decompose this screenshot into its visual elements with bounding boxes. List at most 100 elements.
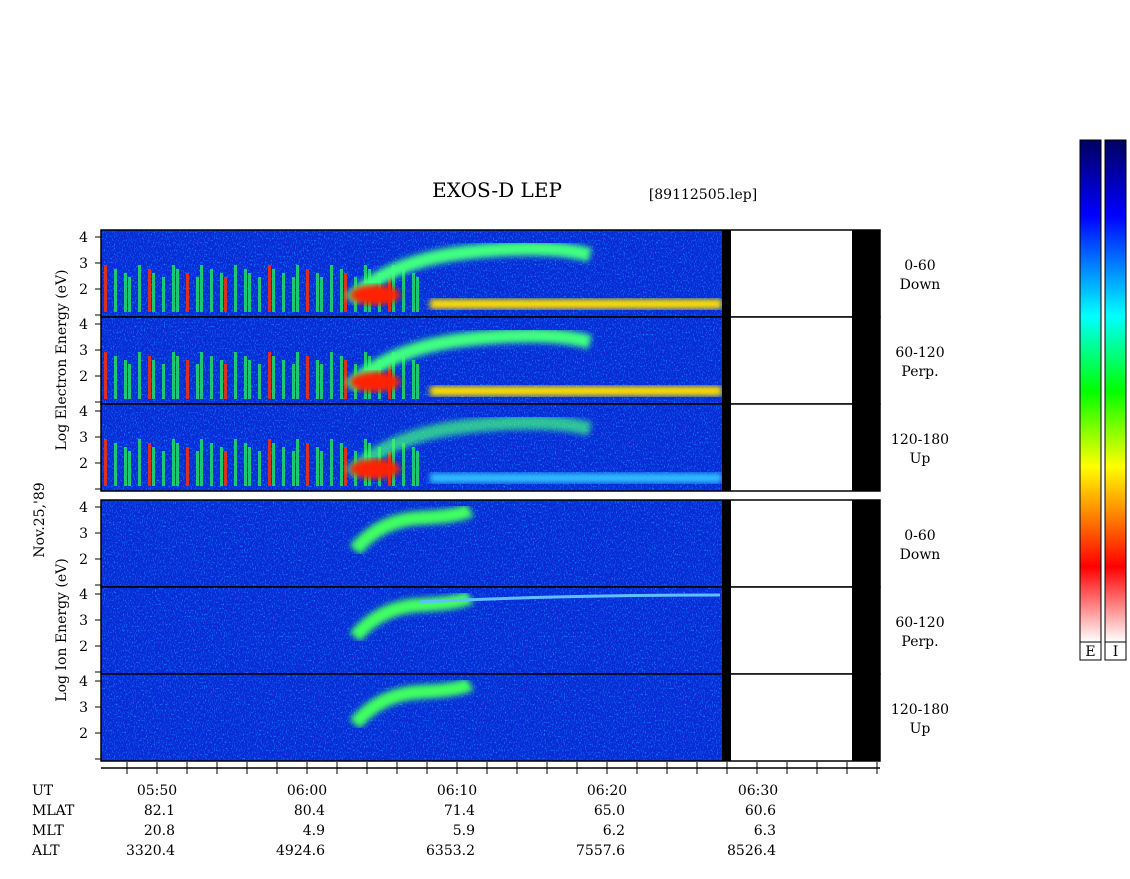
hot-spot (350, 285, 400, 305)
panel: 4 3 2 60-120 Perp. (79, 316, 945, 405)
y-tick-label: 3 (79, 343, 88, 359)
burst (234, 439, 237, 486)
ephemeris-value: 6.2 (603, 823, 625, 839)
burst (186, 360, 189, 399)
pitch-angle: 120-180 (891, 702, 949, 718)
burst (104, 352, 107, 399)
direction: Up (910, 451, 931, 467)
ephemeris-value: 3320.4 (126, 843, 175, 859)
ion-trail (419, 593, 721, 604)
burst (148, 269, 151, 312)
burst (248, 273, 251, 312)
burst (138, 439, 141, 486)
burst (320, 277, 323, 312)
burst (306, 356, 309, 399)
title: EXOS-D LEP (432, 178, 562, 202)
y-tick-label: 4 (79, 230, 88, 246)
time-label: 06:30 (738, 783, 778, 799)
burst (296, 352, 299, 399)
burst (282, 273, 285, 312)
low-band (430, 386, 722, 396)
burst (306, 269, 309, 312)
burst (244, 443, 247, 486)
burst (104, 439, 107, 486)
burst (296, 265, 299, 312)
time-label: 06:20 (587, 783, 627, 799)
ephemeris-value: 4924.6 (276, 843, 325, 859)
burst (416, 277, 419, 312)
row-label: MLT (32, 823, 64, 839)
burst (412, 447, 415, 486)
burst (124, 447, 127, 486)
burst (176, 269, 179, 312)
time-label: 05:50 (137, 783, 177, 799)
burst (340, 443, 343, 486)
burst (340, 356, 343, 399)
y-tick-label: 3 (79, 430, 88, 446)
y-tick-label: 4 (79, 500, 88, 516)
burst (402, 443, 405, 486)
burst (210, 269, 213, 312)
burst (234, 265, 237, 312)
data-gap (722, 500, 731, 587)
y-tick-label: 3 (79, 526, 88, 542)
burst (210, 443, 213, 486)
burst (272, 269, 275, 312)
low-band (430, 299, 722, 309)
low-band (430, 473, 722, 483)
data-gap (852, 500, 880, 587)
no-data (731, 317, 852, 404)
burst (282, 360, 285, 399)
pitch-angle: 0-60 (904, 528, 935, 544)
burst (330, 265, 333, 312)
hot-spot (350, 459, 400, 479)
data-gap (852, 404, 880, 491)
pitch-angle: 60-120 (895, 345, 944, 361)
burst (344, 447, 347, 486)
burst (162, 451, 165, 486)
burst (416, 451, 419, 486)
burst (196, 277, 199, 312)
burst (344, 273, 347, 312)
direction: Down (900, 547, 941, 563)
burst (272, 356, 275, 399)
colorbar-label-box (1104, 641, 1127, 661)
burst (412, 360, 415, 399)
colorbar (1079, 139, 1102, 643)
burst (268, 352, 271, 399)
panel: 4 3 2 0-60 Down (79, 229, 940, 318)
y-tick-label: 3 (79, 700, 88, 716)
ion-band (349, 503, 474, 555)
energy-band (345, 241, 592, 306)
colorbar-label: E (1085, 644, 1095, 660)
burst (172, 265, 175, 312)
burst (162, 364, 165, 399)
ephemeris-value: 5.9 (453, 823, 475, 839)
y-tick-label: 2 (79, 282, 88, 298)
burst (200, 265, 203, 312)
burst (244, 356, 247, 399)
ephemeris-value: 6353.2 (426, 843, 475, 859)
time-axis: UT 05:50 06:00 06:10 06:20 06:30 MLAT 82.1 80.4 7… (31, 762, 880, 859)
burst (416, 364, 419, 399)
burst (234, 352, 237, 399)
burst (152, 447, 155, 486)
panel: 4 3 2 60-120 Perp. (79, 586, 945, 675)
burst (152, 360, 155, 399)
ephemeris-value: 80.4 (294, 803, 325, 819)
burst (152, 273, 155, 312)
burst (148, 356, 151, 399)
no-data (731, 500, 852, 587)
direction: Up (910, 721, 931, 737)
burst (124, 273, 127, 312)
burst (220, 360, 223, 399)
y-tick-label: 3 (79, 256, 88, 272)
y-tick-label: 2 (79, 369, 88, 385)
burst (344, 360, 347, 399)
burst (224, 364, 227, 399)
y-tick-label: 4 (79, 674, 88, 690)
burst (272, 443, 275, 486)
data-gap (722, 587, 731, 674)
burst (330, 352, 333, 399)
